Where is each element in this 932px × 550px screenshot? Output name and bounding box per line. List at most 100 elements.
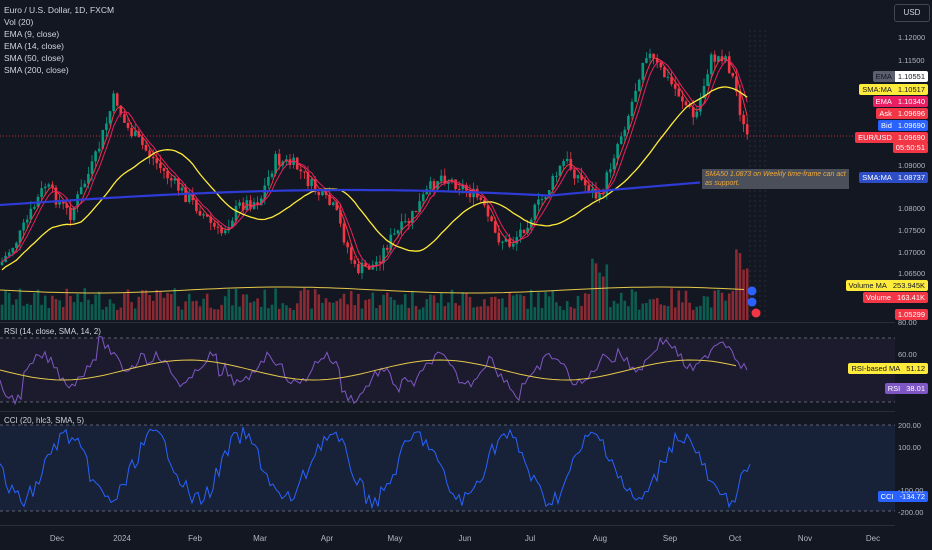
event-marker-icon xyxy=(747,297,757,307)
pane-separator[interactable] xyxy=(0,411,895,412)
legend-ema9[interactable]: EMA (9, close) xyxy=(4,29,60,39)
volume-bar xyxy=(223,296,227,320)
price-axis-label[interactable]: Volume 163.41K xyxy=(863,292,928,303)
volume-bar xyxy=(299,290,303,320)
candle-body xyxy=(159,163,162,169)
price-label-value: 1.05299 xyxy=(894,309,928,320)
volume-bar xyxy=(177,306,180,320)
candle-body xyxy=(231,220,234,228)
currency-button[interactable]: USD xyxy=(894,4,930,22)
candle-body xyxy=(634,90,637,102)
candle-body xyxy=(223,230,227,234)
symbol-title[interactable]: Euro / U.S. Dollar, 1D, FXCM xyxy=(4,5,115,15)
candle-body xyxy=(126,122,130,128)
volume-bar xyxy=(148,295,151,320)
volume-bar xyxy=(133,308,137,320)
volume-bar xyxy=(562,309,565,320)
price-axis-label[interactable]: EUR/USD 1.09690 xyxy=(855,132,928,143)
volume-bar xyxy=(191,301,195,320)
volume-bar xyxy=(317,294,321,320)
volume-bar xyxy=(187,293,191,320)
candle-body xyxy=(187,194,191,203)
cci-label[interactable]: CCI (20, hlc3, SMA, 5) xyxy=(4,416,85,425)
candle-body xyxy=(555,175,558,177)
volume-bar xyxy=(706,296,709,320)
volume-bar xyxy=(648,299,652,320)
volume-bar xyxy=(709,307,713,320)
candle-body xyxy=(313,179,317,193)
price-axis-label[interactable]: Bid 1.09690 xyxy=(878,120,928,131)
candle-body xyxy=(141,137,144,146)
candle-body xyxy=(115,93,119,106)
price-axis-label[interactable]: EMA 1.10340 xyxy=(872,96,928,107)
candle-body xyxy=(605,172,609,195)
price-label-name: EMA xyxy=(872,96,895,107)
volume-bar xyxy=(598,272,601,320)
candle-body xyxy=(295,157,299,170)
rsi-axis-label[interactable]: RSI-based MA 51.12 xyxy=(848,363,928,374)
candle-body xyxy=(378,261,382,264)
volume-bar xyxy=(252,301,256,320)
volume-bar xyxy=(731,290,735,320)
rsi-axis-label[interactable]: RSI 38.01 xyxy=(884,383,928,394)
candle-body xyxy=(270,173,274,177)
candle-body xyxy=(299,169,303,172)
candle-body xyxy=(533,204,537,220)
volume-bar xyxy=(263,289,267,320)
volume-bar xyxy=(573,308,576,320)
volume-bar xyxy=(727,293,731,320)
volume-ma-line xyxy=(0,286,745,294)
candle-body xyxy=(587,185,591,193)
legend-sma50[interactable]: SMA (50, close) xyxy=(4,53,64,63)
volume-bar xyxy=(605,264,609,320)
rsi-label[interactable]: RSI (14, close, SMA, 14, 2) xyxy=(4,327,101,336)
volume-bar xyxy=(259,306,263,320)
price-axis-label[interactable]: 05:50:51 xyxy=(892,142,928,153)
time-tick: 2024 xyxy=(113,534,131,543)
text-annotation[interactable]: SMA50 1.0873 on Weekly time-frame can ac… xyxy=(702,169,849,189)
candle-body xyxy=(112,93,115,112)
candle-body xyxy=(457,189,461,191)
volume-bar xyxy=(364,300,367,320)
volume-bar xyxy=(414,305,418,320)
volume-bar xyxy=(227,289,231,320)
candle-body xyxy=(414,210,418,213)
volume-bar xyxy=(267,308,270,320)
volume-bar xyxy=(457,305,461,320)
price-axis-label[interactable]: Volume MA 253.945K xyxy=(845,280,928,291)
volume-bar xyxy=(76,293,79,320)
volume-bar xyxy=(241,294,245,320)
candle-body xyxy=(177,178,180,191)
candle-body xyxy=(522,229,526,234)
cci-axis-label[interactable]: CCI -134.72 xyxy=(877,491,928,502)
candle-body xyxy=(137,131,141,138)
price-axis-label[interactable]: EMA 1.10551 xyxy=(872,71,928,82)
volume-bar xyxy=(519,294,522,320)
price-axis-label[interactable]: SMA:MA 1.08737 xyxy=(859,172,928,183)
rsi-line xyxy=(0,335,748,406)
price-label-name: RSI xyxy=(884,383,904,394)
candle-body xyxy=(382,247,385,264)
candle-body xyxy=(195,200,198,212)
price-axis-label[interactable]: 1.05299 xyxy=(894,309,928,320)
volume-bar xyxy=(155,289,159,320)
volume-bar xyxy=(162,297,166,320)
time-tick: Sep xyxy=(662,534,678,543)
candle-body xyxy=(695,111,699,118)
candle-body xyxy=(655,58,659,63)
legend-ema14[interactable]: EMA (14, close) xyxy=(4,41,64,51)
legend-sma200[interactable]: SMA (200, close) xyxy=(4,65,69,75)
cci-tick: 200.00 xyxy=(898,421,921,430)
volume-bar xyxy=(238,306,241,320)
candle-body xyxy=(684,101,688,106)
time-tick: Jul xyxy=(524,534,536,543)
candle-body xyxy=(72,206,76,221)
volume-bar xyxy=(587,293,591,320)
legend-vol[interactable]: Vol (20) xyxy=(4,17,34,27)
price-axis-label[interactable]: SMA:MA 1.10517 xyxy=(859,84,928,95)
price-axis-label[interactable]: Ask 1.09696 xyxy=(876,108,928,119)
candle-body xyxy=(558,165,562,176)
pane-separator[interactable] xyxy=(0,322,895,323)
price-label-value: 253.945K xyxy=(889,280,928,291)
